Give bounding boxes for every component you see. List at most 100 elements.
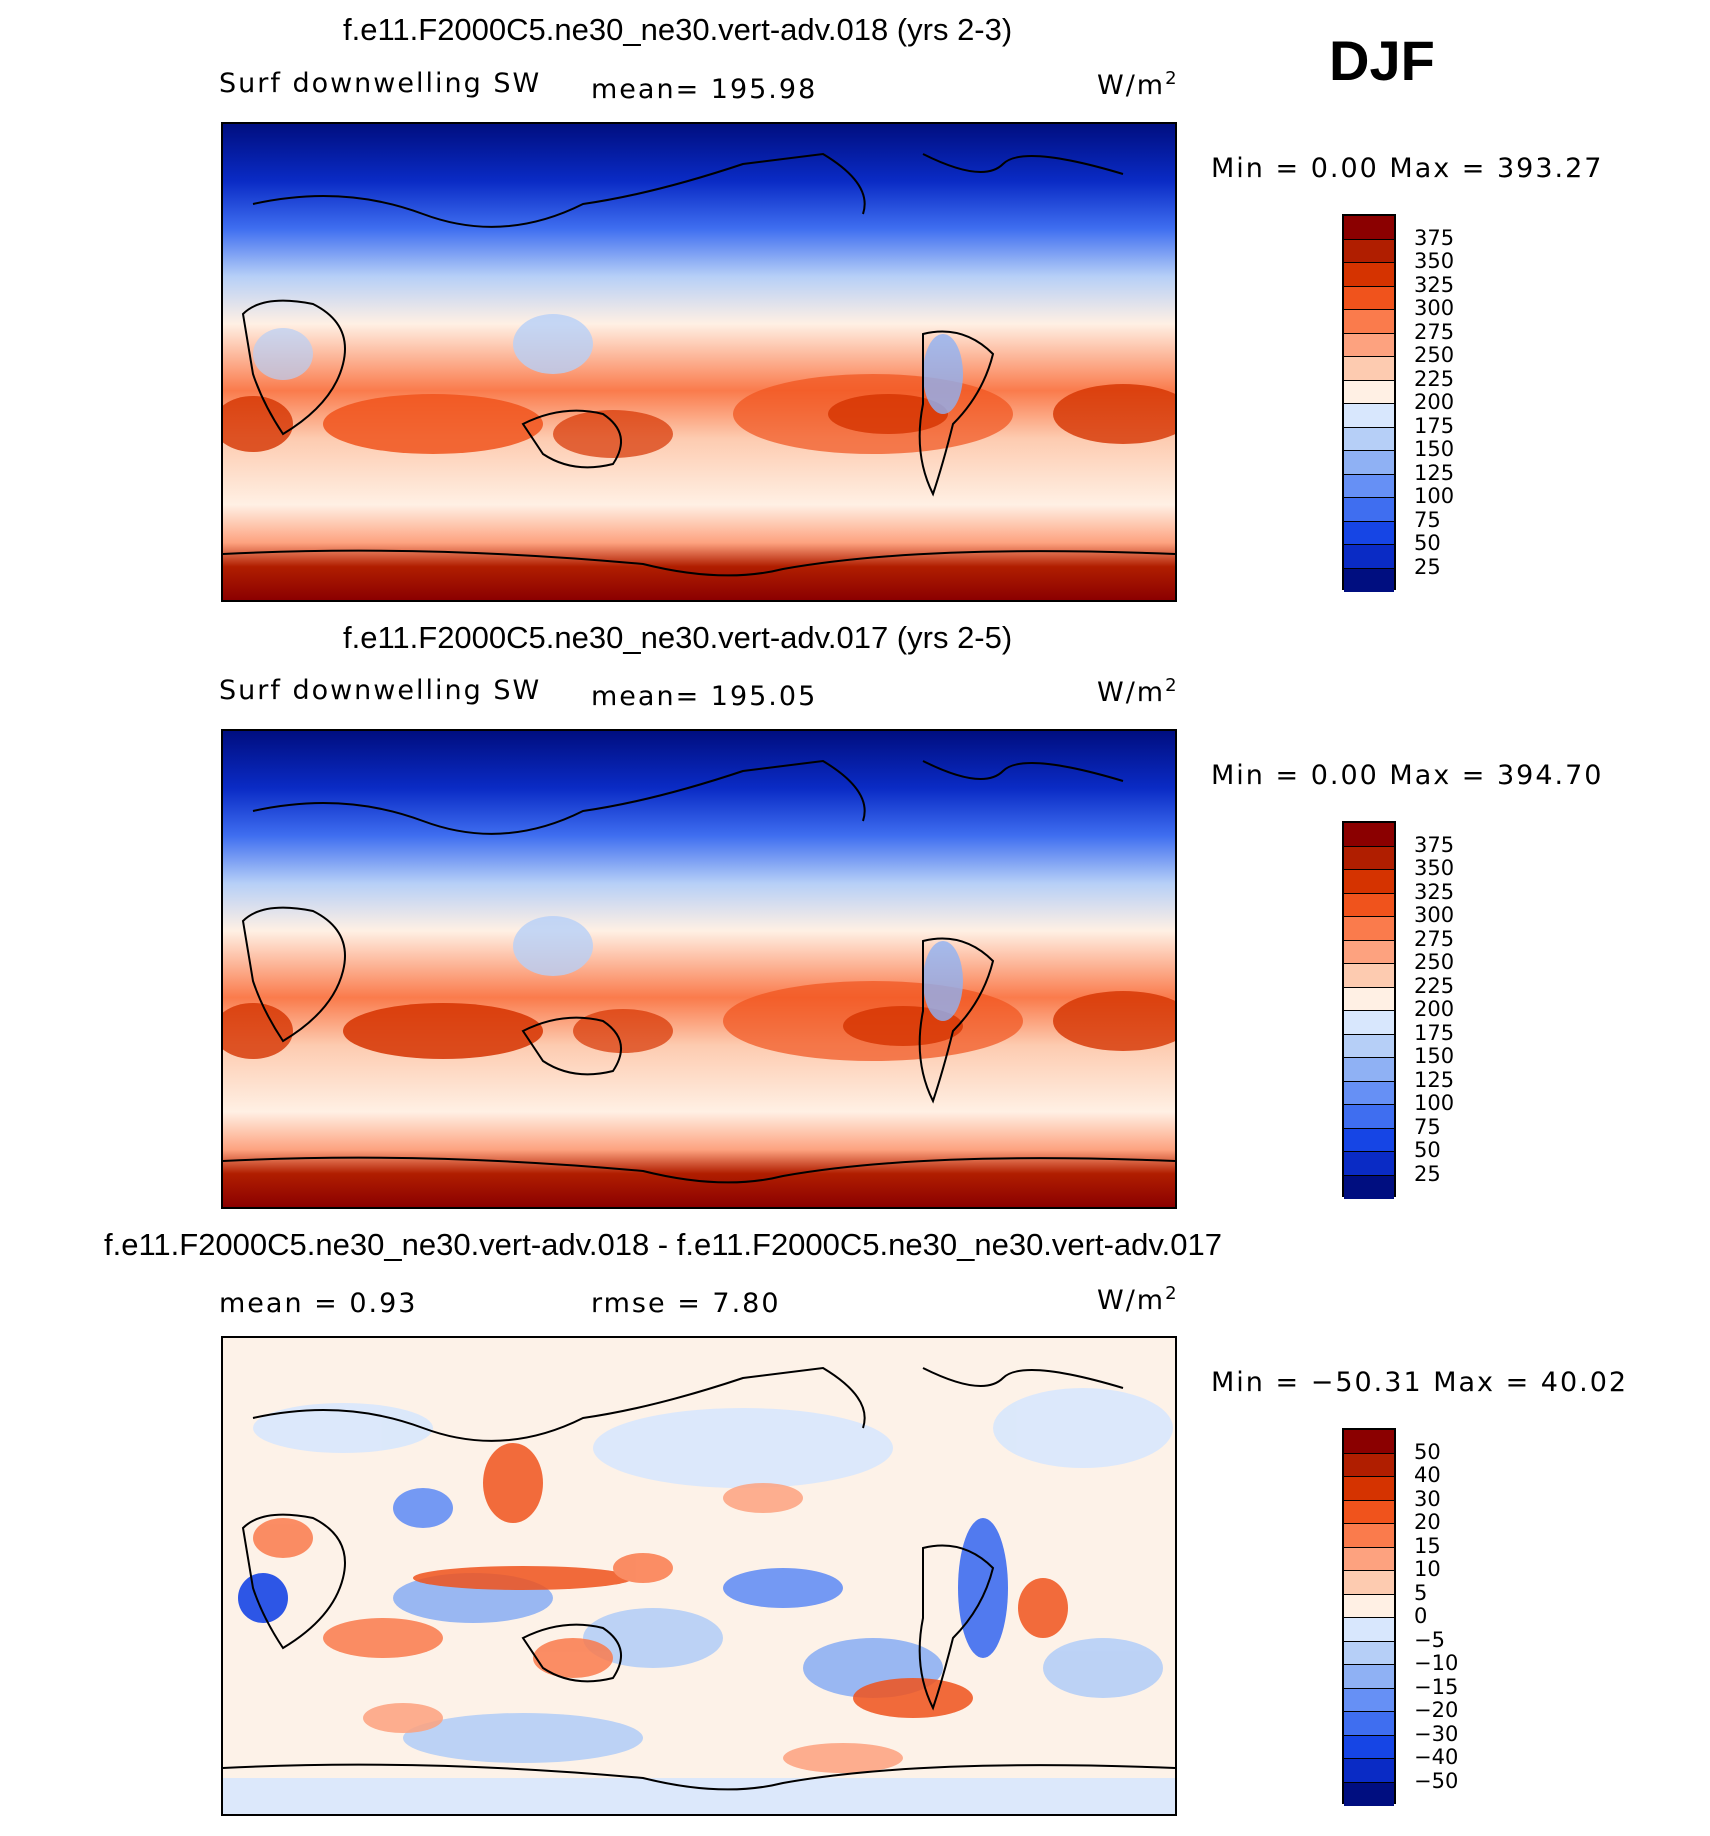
colorbar-tick-label: 325 [1414,879,1455,904]
panel1-atlantic-max [1053,384,1175,444]
panel1-antarctica-outline [223,549,1175,577]
colorbar-swatch [1344,216,1394,240]
colorbar-tick-label: 75 [1414,507,1441,532]
panel1-colorbar [1342,214,1396,592]
colorbar-tick-label: 300 [1414,903,1455,927]
colorbar-tick-label: 30 [1414,1486,1441,1511]
panel2-africa-outline [241,906,346,1043]
colorbar-tick-label: 375 [1414,832,1455,857]
colorbar-swatch [1344,917,1394,941]
colorbar-swatch [1344,545,1394,569]
colorbar-tick-label: 10 [1414,1557,1441,1581]
panel1-mean-label: mean= 195.98 [591,74,818,105]
colorbar-swatch [1344,263,1394,287]
colorbar-tick-label: 25 [1414,554,1441,579]
colorbar-swatch [1344,427,1394,451]
colorbar-swatch [1344,987,1394,1011]
colorbar-tick-label: 225 [1414,973,1455,998]
colorbar-swatch [1344,1430,1394,1454]
colorbar-tick-label: −40 [1414,1745,1459,1769]
panel1-map [221,122,1177,602]
colorbar-swatch [1344,964,1394,988]
colorbar-tick-label: −10 [1414,1651,1459,1675]
panel1-indian-ocean-max [323,394,543,454]
colorbar-tick-label: 50 [1414,1439,1441,1464]
colorbar-swatch [1344,521,1394,545]
colorbar-swatch [1344,1477,1394,1501]
colorbar-swatch [1344,310,1394,334]
colorbar-swatch [1344,1735,1394,1759]
colorbar-tick-label: 150 [1414,437,1455,461]
colorbar-swatch [1344,870,1394,894]
colorbar-tick-label: −5 [1414,1627,1445,1652]
colorbar-swatch [1344,1547,1394,1571]
colorbar-swatch [1344,1665,1394,1689]
colorbar-swatch [1344,846,1394,870]
panel2-variable-label: Surf downwelling SW [219,675,542,706]
colorbar-tick-label: −15 [1414,1674,1459,1699]
colorbar-swatch [1344,1058,1394,1082]
panel3-minmax: Min = −50.31 Max = 40.02 [1211,1367,1629,1398]
panel2-minmax: Min = 0.00 Max = 394.70 [1211,760,1604,791]
colorbar-swatch [1344,239,1394,263]
colorbar-tick-label: 275 [1414,926,1455,951]
panel2-mean-label: mean= 195.05 [591,681,818,712]
colorbar-tick-label: 175 [1414,413,1455,438]
colorbar-swatch [1344,286,1394,310]
colorbar-swatch [1344,1594,1394,1618]
colorbar-swatch [1344,823,1394,847]
colorbar-swatch [1344,1782,1394,1806]
colorbar-tick-label: 275 [1414,319,1455,344]
colorbar-tick-label: 100 [1414,484,1455,508]
panel2-unit-label: W/m2 [1097,675,1179,708]
colorbar-swatch [1344,1011,1394,1035]
colorbar-tick-label: 75 [1414,1114,1441,1139]
colorbar-tick-label: 175 [1414,1020,1455,1045]
panel2-australia-outline [521,1016,622,1076]
panel1-field-base [223,124,1175,600]
colorbar-tick-label: 125 [1414,460,1455,485]
panel1-unit-label: W/m2 [1097,68,1179,101]
panel3-australia-outline [521,1623,622,1683]
colorbar-tick-label: −20 [1414,1698,1459,1722]
panel3-africa-outline [241,1513,346,1650]
colorbar-tick-label: 5 [1414,1580,1428,1605]
panel1-title: f.e11.F2000C5.ne30_ne30.vert-adv.018 (yr… [343,12,1013,47]
colorbar-swatch [1344,333,1394,357]
panel3-coastlines-north [252,1366,1124,1442]
panel3-colorbar [1342,1428,1396,1806]
colorbar-tick-label: 100 [1414,1091,1455,1115]
colorbar-swatch [1344,1641,1394,1665]
colorbar-tick-label: 350 [1414,249,1455,273]
panel3-map [221,1336,1177,1816]
colorbar-swatch [1344,380,1394,404]
colorbar-tick-label: 150 [1414,1044,1455,1068]
panel3-title: f.e11.F2000C5.ne30_ne30.vert-adv.018 - f… [104,1227,1222,1262]
colorbar-swatch [1344,1712,1394,1736]
panel2-atlantic-max [1053,991,1175,1051]
colorbar-tick-label: 225 [1414,366,1455,391]
panel1-australia-outline [521,409,622,469]
colorbar-swatch [1344,451,1394,475]
colorbar-swatch [1344,1081,1394,1105]
panel1-africa-outline [241,299,346,436]
colorbar-tick-label: 25 [1414,1161,1441,1186]
panel3-negative-anomalies [223,1388,1175,1814]
colorbar-tick-label: −30 [1414,1721,1459,1746]
colorbar-tick-label: 375 [1414,225,1455,250]
panel2-map [221,729,1177,1209]
colorbar-tick-label: −50 [1414,1768,1459,1793]
colorbar-swatch [1344,1453,1394,1477]
colorbar-swatch [1344,1152,1394,1176]
colorbar-tick-label: 325 [1414,272,1455,297]
colorbar-tick-label: 350 [1414,856,1455,880]
panel1-minmax: Min = 0.00 Max = 393.27 [1211,153,1604,184]
season-label: DJF [1329,29,1435,92]
panel3-rmse-label: rmse = 7.80 [591,1288,781,1319]
colorbar-swatch [1344,568,1394,592]
colorbar-swatch [1344,1524,1394,1548]
colorbar-tick-label: 40 [1414,1463,1441,1487]
colorbar-swatch [1344,1034,1394,1058]
colorbar-swatch [1344,1175,1394,1199]
